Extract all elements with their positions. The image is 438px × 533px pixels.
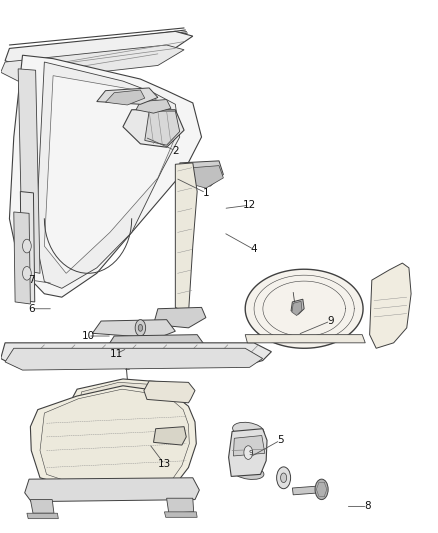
Polygon shape bbox=[188, 166, 223, 188]
Text: 8: 8 bbox=[364, 502, 371, 511]
Polygon shape bbox=[145, 111, 180, 145]
Polygon shape bbox=[153, 426, 186, 445]
Polygon shape bbox=[370, 263, 411, 348]
Polygon shape bbox=[30, 386, 196, 493]
Text: 7: 7 bbox=[28, 275, 35, 285]
Polygon shape bbox=[166, 498, 194, 513]
Polygon shape bbox=[106, 90, 145, 105]
Polygon shape bbox=[180, 161, 223, 186]
Text: 2: 2 bbox=[172, 146, 179, 156]
Text: 9: 9 bbox=[249, 449, 253, 456]
Circle shape bbox=[277, 467, 290, 489]
Text: 12: 12 bbox=[243, 200, 256, 210]
Polygon shape bbox=[97, 88, 158, 104]
Text: 13: 13 bbox=[158, 459, 171, 469]
Circle shape bbox=[135, 320, 146, 336]
Polygon shape bbox=[73, 379, 182, 420]
Polygon shape bbox=[30, 499, 54, 513]
Circle shape bbox=[281, 473, 287, 482]
Polygon shape bbox=[5, 31, 193, 69]
Polygon shape bbox=[292, 301, 302, 316]
Polygon shape bbox=[20, 191, 35, 302]
Circle shape bbox=[22, 266, 31, 280]
Polygon shape bbox=[233, 435, 265, 456]
Circle shape bbox=[138, 325, 143, 331]
Text: 5: 5 bbox=[277, 435, 283, 445]
Circle shape bbox=[315, 479, 328, 499]
Polygon shape bbox=[40, 389, 189, 489]
Text: 6: 6 bbox=[28, 304, 35, 314]
Polygon shape bbox=[18, 69, 40, 273]
Text: 4: 4 bbox=[251, 245, 257, 254]
Polygon shape bbox=[164, 512, 197, 518]
Polygon shape bbox=[10, 55, 201, 297]
Polygon shape bbox=[153, 308, 206, 328]
Polygon shape bbox=[144, 381, 195, 403]
Ellipse shape bbox=[233, 422, 264, 438]
Polygon shape bbox=[92, 320, 175, 338]
Polygon shape bbox=[291, 299, 304, 314]
Polygon shape bbox=[25, 478, 199, 502]
Polygon shape bbox=[175, 163, 197, 314]
Text: 1: 1 bbox=[203, 188, 209, 198]
Polygon shape bbox=[245, 269, 363, 348]
Polygon shape bbox=[245, 335, 365, 343]
Polygon shape bbox=[27, 513, 58, 519]
Text: 9: 9 bbox=[327, 316, 334, 326]
Text: 11: 11 bbox=[110, 349, 123, 359]
Circle shape bbox=[22, 239, 31, 253]
Polygon shape bbox=[14, 212, 30, 304]
Circle shape bbox=[244, 446, 253, 459]
Polygon shape bbox=[35, 62, 180, 288]
Polygon shape bbox=[44, 76, 175, 273]
Polygon shape bbox=[1, 343, 272, 367]
Polygon shape bbox=[123, 110, 184, 147]
Ellipse shape bbox=[233, 465, 264, 480]
Polygon shape bbox=[106, 335, 206, 355]
Polygon shape bbox=[136, 100, 171, 113]
Polygon shape bbox=[229, 429, 267, 477]
Polygon shape bbox=[5, 348, 263, 370]
Text: 10: 10 bbox=[81, 331, 95, 341]
Polygon shape bbox=[79, 382, 174, 418]
Polygon shape bbox=[1, 45, 184, 81]
Polygon shape bbox=[292, 486, 320, 495]
